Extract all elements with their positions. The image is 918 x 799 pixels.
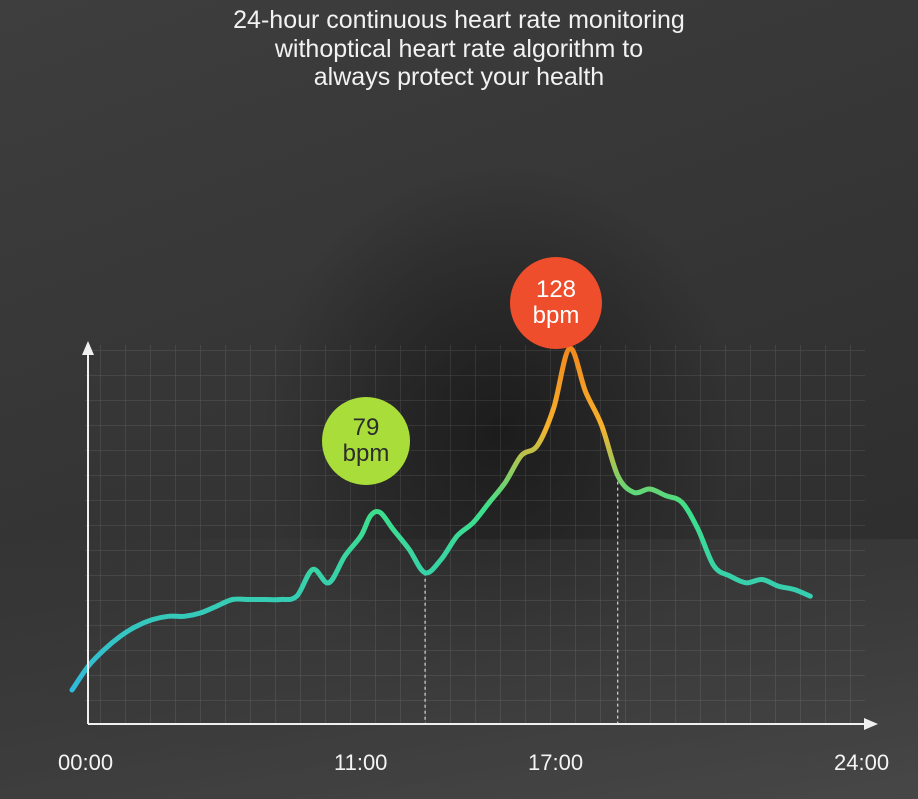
heading-line-1: 24-hour continuous heart rate monitoring — [233, 6, 685, 34]
peak-bpm-badge: 128 bpm — [510, 257, 602, 349]
x-axis-arrow — [864, 718, 878, 730]
peak-bpm-unit: bpm — [532, 302, 580, 329]
y-axis-arrow — [82, 341, 94, 355]
low-bpm-value: 79 — [352, 414, 380, 441]
heading-line-2: withoptical heart rate algorithm to — [274, 34, 644, 63]
x-tick-label: 00:00 — [58, 750, 114, 775]
heart-rate-line — [69, 345, 813, 693]
chart-grid — [85, 345, 865, 725]
x-tick-label: 24:00 — [834, 750, 890, 775]
x-tick-label: 11:00 — [334, 750, 388, 775]
low-bpm-badge: 79 bpm — [322, 397, 410, 485]
x-tick-label: 17:00 — [528, 750, 584, 775]
low-bpm-unit: bpm — [342, 440, 390, 467]
heading-line-3: always protect your health — [313, 63, 605, 91]
peak-bpm-value: 128 — [535, 276, 577, 303]
page-heading: 24-hour continuous heart rate monitoring… — [0, 6, 918, 92]
